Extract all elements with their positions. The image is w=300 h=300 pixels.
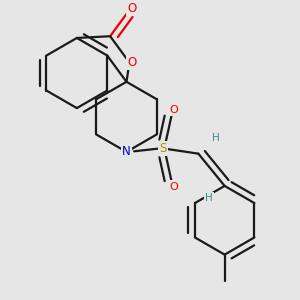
Text: O: O xyxy=(169,182,178,191)
Text: N: N xyxy=(122,146,131,158)
Text: O: O xyxy=(127,56,136,69)
Text: O: O xyxy=(127,2,136,15)
Text: H: H xyxy=(212,133,220,143)
Text: O: O xyxy=(169,105,178,115)
Text: H: H xyxy=(205,193,213,203)
Text: S: S xyxy=(160,142,167,155)
